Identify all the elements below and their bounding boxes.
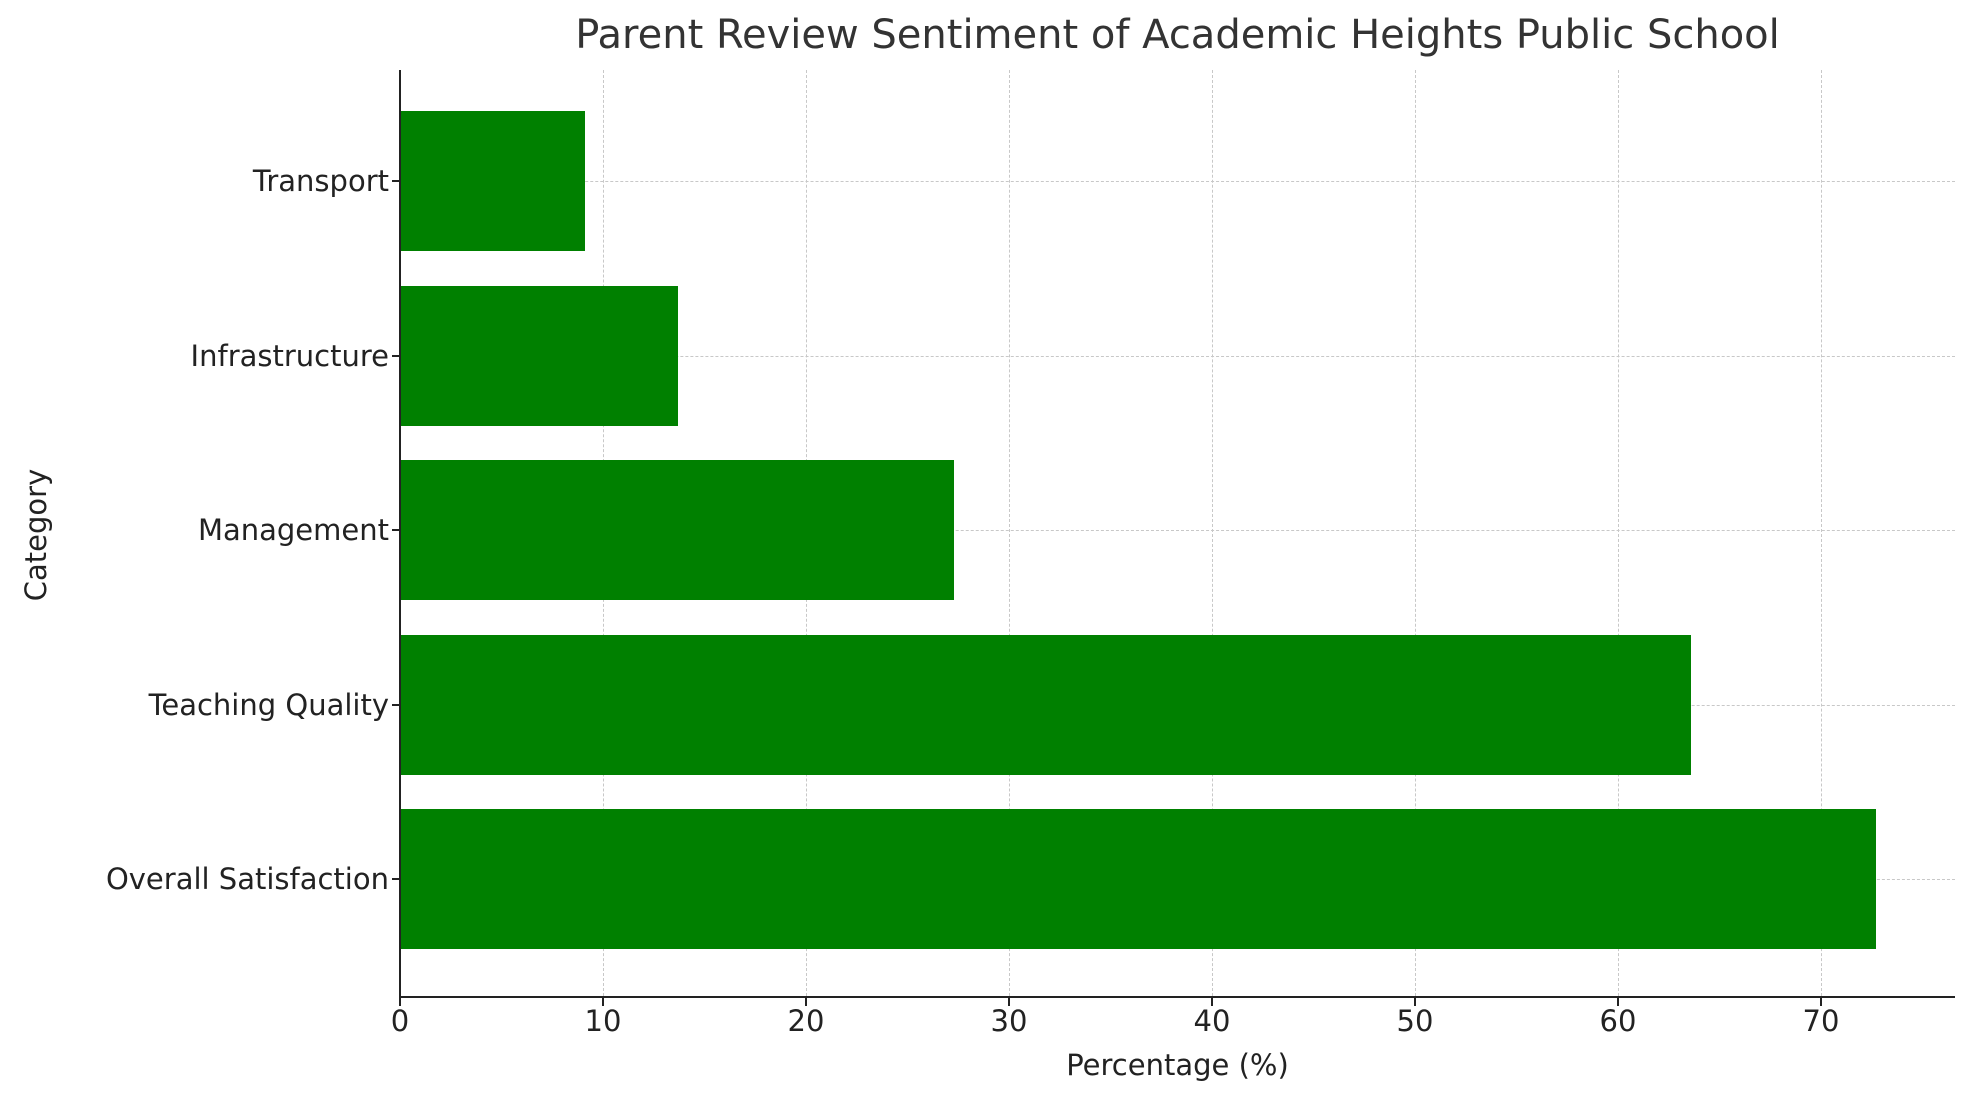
chart-title: Parent Review Sentiment of Academic Heig…	[575, 12, 1780, 58]
y-axis-line	[399, 70, 401, 998]
x-tick-mark	[805, 998, 807, 1006]
x-tick-label: 50	[1396, 1004, 1434, 1038]
x-tick-label: 10	[584, 1004, 622, 1038]
x-tick-mark	[1211, 998, 1213, 1006]
y-tick-mark	[392, 354, 400, 357]
y-tick-label: Management	[197, 513, 389, 548]
y-axis-title: Category	[19, 468, 53, 602]
y-tick-mark	[392, 703, 400, 706]
x-tick-mark	[399, 998, 401, 1006]
x-tick-label: 20	[787, 1004, 825, 1038]
bar	[401, 809, 1876, 949]
x-tick-label: 40	[1193, 1004, 1231, 1038]
x-tick-label: 70	[1802, 1004, 1840, 1038]
x-tick-label: 30	[990, 1004, 1028, 1038]
y-tick-mark	[392, 529, 400, 532]
y-tick-label: Teaching Quality	[148, 687, 389, 722]
x-tick-mark	[1617, 998, 1619, 1006]
vertical-gridline	[1212, 70, 1213, 996]
y-tick-label: Infrastructure	[190, 338, 389, 373]
vertical-gridline	[1821, 70, 1822, 996]
bar	[401, 111, 585, 252]
y-tick-mark	[392, 180, 400, 183]
y-tick-label: Overall Satisfaction	[105, 862, 389, 896]
x-tick-label: 60	[1599, 1004, 1637, 1038]
x-tick-mark	[1820, 998, 1822, 1006]
y-tick-mark	[392, 878, 400, 880]
vertical-gridline	[1618, 70, 1619, 996]
x-axis-title: Percentage (%)	[1066, 1048, 1289, 1082]
horizontal-gridline	[400, 530, 1955, 532]
bar	[401, 285, 679, 426]
horizontal-gridline	[400, 355, 1955, 357]
bar	[401, 460, 955, 601]
x-tick-mark	[1008, 998, 1010, 1006]
bar	[401, 634, 1692, 775]
vertical-gridline	[1415, 70, 1416, 996]
x-axis-line	[399, 996, 1955, 998]
x-tick-mark	[1414, 998, 1416, 1006]
y-tick-label: Transport	[252, 164, 389, 199]
vertical-gridline	[1009, 70, 1010, 996]
horizontal-gridline	[400, 181, 1955, 183]
x-tick-mark	[602, 998, 604, 1006]
x-tick-label: 0	[390, 1004, 410, 1038]
